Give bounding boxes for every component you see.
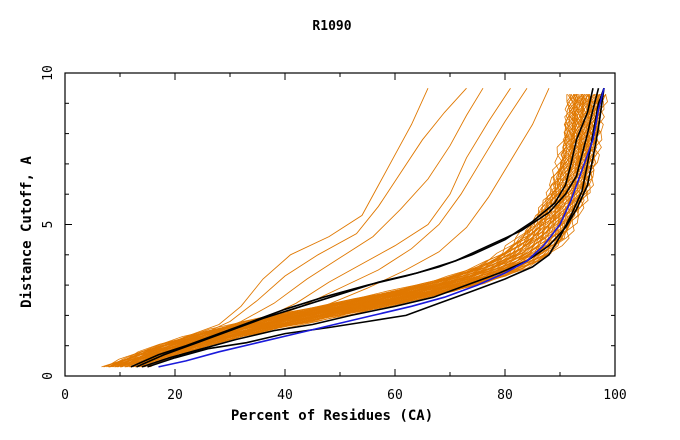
series-line-2 bbox=[119, 87, 484, 368]
band-line-35 bbox=[128, 93, 598, 368]
band-line-8 bbox=[110, 93, 579, 368]
x-axis-label: Percent of Residues (CA) bbox=[231, 408, 433, 424]
band-line-54 bbox=[140, 94, 608, 368]
series-line-3 bbox=[125, 87, 511, 368]
series-line-1 bbox=[114, 87, 467, 368]
band-line-13 bbox=[108, 94, 585, 368]
band-line-21 bbox=[117, 94, 589, 368]
band-line-11 bbox=[111, 94, 577, 368]
band-line-38 bbox=[133, 94, 595, 368]
plot-frame bbox=[64, 72, 616, 377]
band-line-15 bbox=[118, 94, 583, 368]
band-line-9 bbox=[116, 93, 579, 368]
plot-area: 0 20 40 60 80 100 0 5 10 bbox=[41, 65, 627, 403]
series-line-9 bbox=[141, 88, 605, 368]
series-line-10 bbox=[158, 87, 605, 368]
band-line-24 bbox=[120, 94, 586, 368]
series-line-6 bbox=[130, 88, 594, 368]
band-line-19 bbox=[115, 94, 585, 368]
band-line-14 bbox=[117, 94, 584, 368]
band-line-40 bbox=[130, 94, 601, 368]
x-tick-label-2: 40 bbox=[277, 388, 293, 403]
y-tick-label-0: 0 bbox=[41, 372, 56, 380]
band-line-18 bbox=[114, 93, 586, 368]
x-tick-label-3: 60 bbox=[387, 388, 403, 403]
series-line-8 bbox=[147, 87, 605, 368]
x-tick-label-1: 20 bbox=[167, 388, 183, 403]
band-line-20 bbox=[121, 93, 587, 368]
band-line-17 bbox=[121, 93, 582, 368]
band-line-53 bbox=[147, 93, 607, 368]
band-line-25 bbox=[125, 94, 585, 368]
band-line-52 bbox=[147, 94, 603, 368]
band-line-23 bbox=[126, 93, 587, 368]
x-tick-label-0: 0 bbox=[61, 388, 69, 403]
x-tick-label-5: 100 bbox=[603, 388, 626, 403]
chart-title: R1090 bbox=[312, 19, 351, 34]
series-line-4 bbox=[130, 87, 528, 368]
band-line-16 bbox=[116, 93, 583, 368]
y-axis-label: Distance Cutoff, A bbox=[19, 156, 35, 308]
band-line-51 bbox=[144, 94, 604, 368]
x-tick-label-4: 80 bbox=[497, 388, 513, 403]
series-line-0 bbox=[108, 88, 429, 368]
band-line-12 bbox=[112, 93, 583, 368]
series-line-7 bbox=[136, 87, 600, 368]
y-tick-label-1: 5 bbox=[41, 221, 56, 229]
y-tick-label-2: 10 bbox=[41, 65, 56, 81]
series-line-5 bbox=[136, 88, 550, 368]
